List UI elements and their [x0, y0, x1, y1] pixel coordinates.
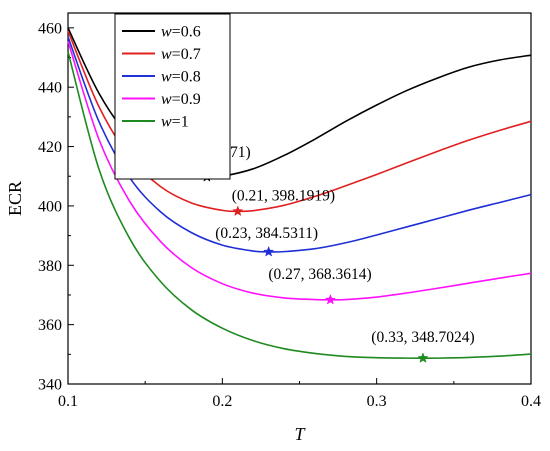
min-label-4: (0.33, 348.7024) [371, 329, 474, 346]
min-star-1 [232, 205, 244, 217]
y-tick-label-2: 380 [38, 258, 62, 275]
series-line-3 [67, 40, 532, 301]
legend-label-3: w=0.9 [161, 91, 201, 108]
legend-box [114, 13, 231, 180]
legend-var-4: w [161, 114, 172, 131]
y-tick-label-1: 360 [38, 317, 62, 334]
min-star-3 [324, 293, 336, 305]
min-label-1: (0.21, 398.1919) [232, 187, 335, 204]
x-tick-label-0: 0.1 [58, 393, 78, 410]
legend-value-4: =1 [172, 114, 189, 131]
y-tick-label-6: 460 [38, 20, 62, 37]
axes: 0.1 0.2 0.3 0.4 340 360 380 400 420 440 460 T ECR [5, 12, 541, 444]
min-star-4 [417, 352, 429, 363]
legend-label-0: w=0.6 [161, 24, 201, 41]
y-tick-label-3: 400 [38, 198, 62, 215]
legend-label-1: w=0.7 [161, 46, 201, 63]
series-line-2 [67, 36, 532, 253]
legend-label-4: w=1 [161, 114, 189, 131]
x-tick-label-2: 0.3 [367, 393, 387, 410]
legend-var-2: w [161, 69, 172, 86]
legend-var-3: w [161, 91, 172, 108]
legend: w=0.6w=0.7w=0.8w=0.9w=1 [114, 13, 231, 180]
y-tick-label-4: 420 [38, 139, 62, 156]
legend-value-3: =0.9 [172, 91, 201, 108]
legend-label-2: w=0.8 [161, 69, 201, 86]
series-line-4 [67, 51, 532, 359]
min-star-2 [263, 245, 275, 257]
legend-var-0: w [161, 24, 172, 41]
legend-value-1: =0.7 [172, 46, 201, 63]
min-label-3: (0.27, 368.3614) [268, 266, 371, 283]
x-axis-title: T [294, 424, 306, 444]
y-tick-label-5: 440 [38, 80, 62, 97]
legend-value-0: =0.6 [172, 24, 201, 41]
legend-value-2: =0.8 [172, 69, 201, 86]
min-label-2: (0.23, 384.5311) [215, 225, 318, 242]
x-tick-label-3: 0.4 [521, 393, 541, 410]
x-tick-label-1: 0.2 [212, 393, 232, 410]
legend-var-1: w [161, 46, 172, 63]
series-group [67, 27, 532, 359]
y-tick-label-0: 340 [38, 377, 62, 394]
y-axis-title: ECR [5, 181, 25, 216]
